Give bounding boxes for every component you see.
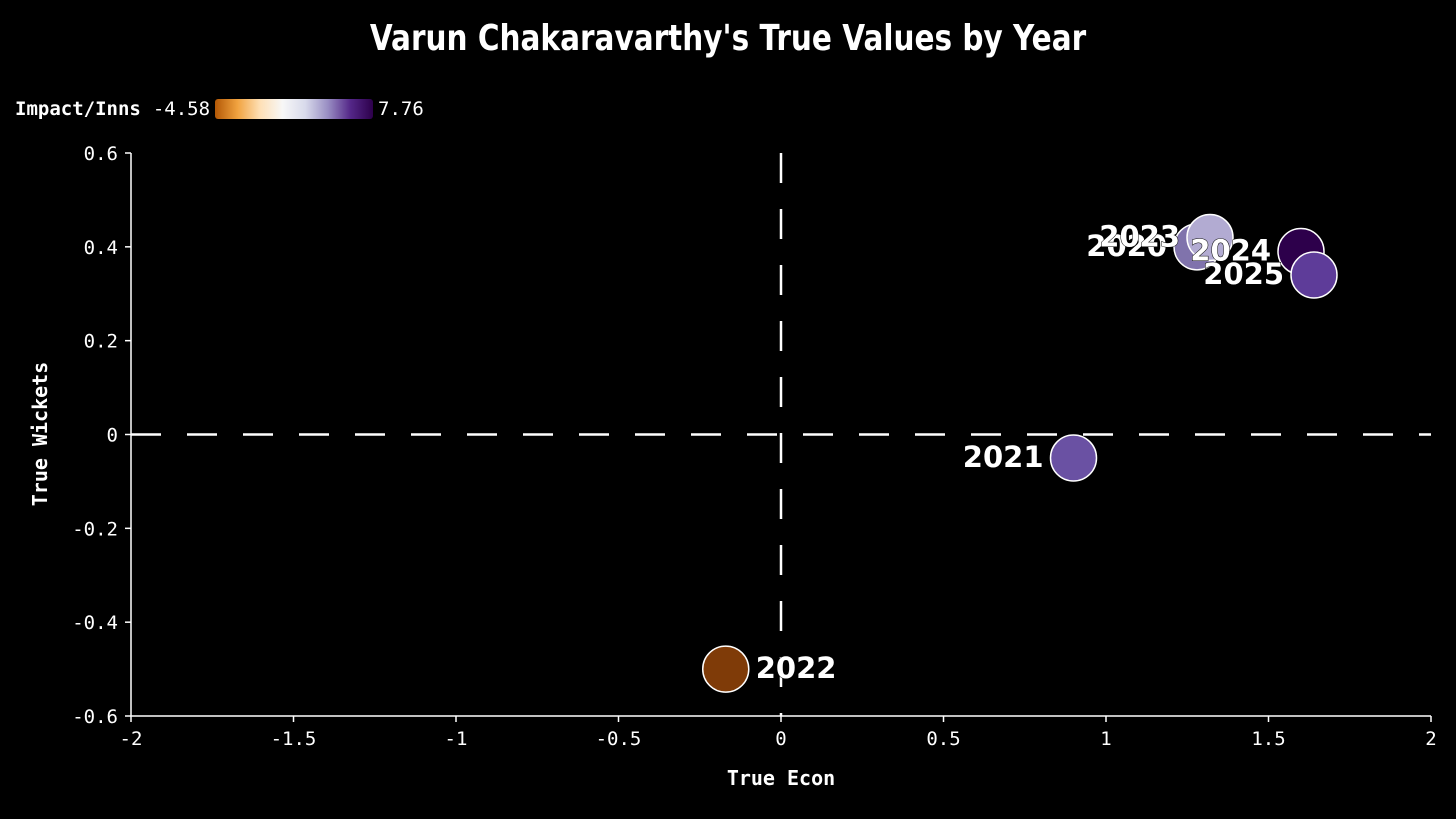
legend-max-label: 7.76 [378, 98, 424, 120]
data-label-2022: 2022 [756, 651, 837, 685]
x-tick-label: 0.5 [926, 728, 960, 750]
data-label-2024: 2024 [1190, 234, 1271, 268]
y-tick-label: -0.2 [72, 518, 118, 540]
x-axis-label: True Econ [727, 766, 835, 790]
y-tick-label: 0 [107, 425, 118, 447]
data-label-2023: 2023 [1099, 219, 1180, 253]
x-tick-label: -1 [445, 728, 468, 750]
data-label-2020: 2020 [1086, 229, 1167, 263]
y-tick-label: 0.2 [84, 331, 118, 353]
data-point-2023 [1186, 213, 1234, 262]
data-point-2025 [1290, 251, 1338, 299]
data-point-2022 [702, 645, 750, 693]
data-label-2021: 2021 [963, 440, 1044, 474]
y-axis-label: True Wickets [28, 362, 52, 507]
legend-gradient-bar [215, 99, 374, 119]
x-tick-label: -2 [120, 728, 143, 750]
legend-label: Impact/Inns [15, 98, 141, 120]
y-tick-label: 0.6 [84, 143, 118, 165]
y-tick-label: 0.4 [84, 237, 118, 259]
reference-lines [131, 153, 1431, 716]
data-label-2025: 2025 [1203, 257, 1284, 291]
x-tick-label: 2 [1425, 728, 1436, 750]
x-tick-label: -1.5 [271, 728, 317, 750]
chart-title: Varun Chakaravarthy's True Values by Yea… [369, 18, 1087, 59]
x-tick-label: 1 [1100, 728, 1111, 750]
x-tick-label: 0 [775, 728, 786, 750]
legend-min-label: -4.58 [152, 98, 211, 120]
x-tick-label: -0.5 [596, 728, 642, 750]
x-tick-label: 1.5 [1251, 728, 1285, 750]
y-tick-label: -0.6 [72, 706, 118, 728]
y-tick-label: -0.4 [72, 612, 118, 634]
color-legend: Impact/Inns -4.58 7.76 [15, 97, 424, 121]
data-point-2021 [1049, 434, 1098, 482]
